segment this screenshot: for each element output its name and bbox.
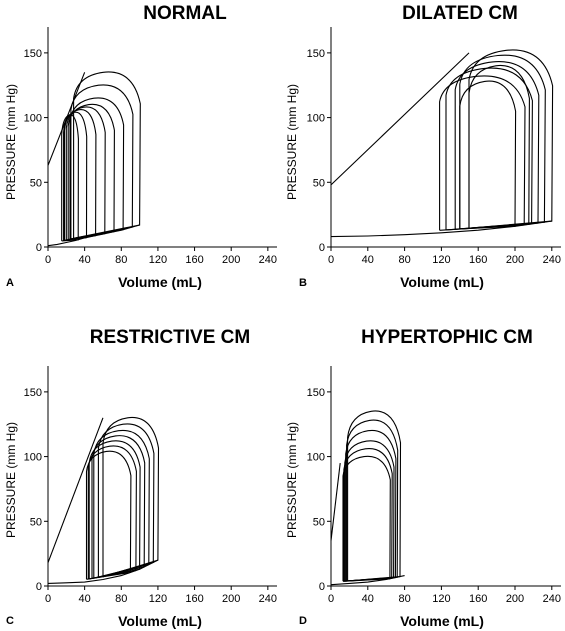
- panel-title: DILATED CM: [402, 3, 518, 24]
- pv-loop: [70, 84, 134, 240]
- pv-loop: [73, 71, 141, 239]
- x-tick-label: 40: [79, 593, 91, 605]
- x-tick-label: 160: [469, 254, 487, 266]
- pv-loop: [61, 114, 79, 242]
- pv-loop: [347, 410, 402, 582]
- x-tick-label: 160: [185, 593, 203, 605]
- y-tick-label: 50: [313, 177, 325, 189]
- y-tick-label: 0: [319, 242, 325, 254]
- x-tick-label: 40: [362, 254, 374, 266]
- y-tick-label: 100: [24, 452, 42, 464]
- x-tick-label: 0: [45, 254, 51, 266]
- y-tick-label: 150: [307, 387, 325, 399]
- y-tick-label: 50: [313, 516, 325, 528]
- x-tick-label: 80: [115, 254, 127, 266]
- x-tick-label: 160: [185, 254, 203, 266]
- panel-title: RESTRICTIVE CM: [90, 327, 250, 348]
- x-axis-label: Volume (mL): [118, 613, 202, 629]
- x-tick-label: 120: [432, 593, 450, 605]
- panel-letter: C: [6, 615, 14, 627]
- x-axis-label: Volume (mL): [400, 274, 484, 290]
- x-tick-label: 120: [149, 254, 167, 266]
- panel-b: DILATED CM PRESSURE (mm Hg) Volume (mL) …: [285, 3, 561, 290]
- pv-loop: [88, 440, 141, 580]
- pv-loop: [85, 450, 132, 580]
- x-tick-label: 80: [115, 593, 127, 605]
- pv-loop: [468, 64, 530, 229]
- pv-loop: [63, 111, 88, 242]
- x-tick-label: 200: [222, 254, 240, 266]
- y-tick-label: 50: [30, 516, 42, 528]
- pv-loop: [102, 416, 160, 578]
- pv-loop: [342, 455, 391, 582]
- y-axis-label: PRESSURE (mm Hg): [4, 422, 18, 538]
- panel-c: RESTRICTIVE CM PRESSURE (mm Hg) Volume (…: [4, 327, 277, 629]
- y-tick-label: 0: [319, 581, 325, 593]
- pv-loop: [346, 419, 399, 582]
- y-tick-label: 0: [36, 242, 42, 254]
- x-tick-label: 200: [222, 593, 240, 605]
- x-tick-label: 0: [328, 593, 334, 605]
- pv-loop: [439, 75, 526, 231]
- pv-loop: [63, 109, 97, 241]
- x-tick-label: 200: [506, 593, 524, 605]
- x-tick-label: 0: [45, 593, 51, 605]
- x-tick-label: 80: [398, 254, 410, 266]
- x-tick-label: 40: [362, 593, 374, 605]
- pv-loop: [65, 106, 106, 241]
- espvr-line: [330, 462, 341, 541]
- plot-area: 0 50 100 150 0 40 80 120 160 200 240: [24, 27, 277, 266]
- pv-loop: [445, 67, 533, 231]
- panel-title: NORMAL: [143, 3, 227, 24]
- y-tick-label: 100: [24, 113, 42, 125]
- plot-area: 0 50 100 150 0 40 80 120 160 200 240: [24, 366, 277, 605]
- x-tick-label: 200: [506, 254, 524, 266]
- y-tick-label: 50: [30, 177, 42, 189]
- x-tick-label: 160: [469, 593, 487, 605]
- y-tick-label: 150: [24, 387, 42, 399]
- pv-loop: [454, 61, 540, 230]
- x-tick-label: 40: [79, 254, 91, 266]
- panel-letter: D: [299, 615, 307, 627]
- panel-a: NORMAL PRESSURE (mm Hg) Volume (mL) A 0 5…: [4, 3, 277, 290]
- y-tick-label: 0: [36, 581, 42, 593]
- x-tick-label: 240: [543, 593, 561, 605]
- espvr-line: [330, 52, 470, 186]
- panel-letter: A: [6, 277, 14, 289]
- x-axis-label: Volume (mL): [400, 613, 484, 629]
- y-tick-label: 100: [307, 452, 325, 464]
- x-tick-label: 120: [149, 593, 167, 605]
- panel-title: HYPERTOPHIC CM: [361, 327, 533, 348]
- y-tick-label: 150: [24, 48, 42, 60]
- pv-loop: [468, 49, 554, 229]
- y-tick-label: 150: [307, 48, 325, 60]
- plot-area: 0 50 100 150 0 40 80 120 160 200 240: [307, 27, 561, 266]
- pv-loop: [93, 429, 150, 579]
- pv-loop: [67, 103, 115, 241]
- x-axis-label: Volume (mL): [118, 274, 202, 290]
- pv-loop: [345, 429, 397, 582]
- panel-letter: B: [299, 277, 307, 289]
- x-tick-label: 240: [543, 254, 561, 266]
- panel-d: HYPERTOPHIC CM PRESSURE (mm Hg) Volume (…: [285, 327, 561, 629]
- y-axis-label: PRESSURE (mm Hg): [285, 84, 299, 200]
- espvr-line: [47, 417, 104, 563]
- pv-loop: [344, 440, 395, 582]
- x-tick-label: 120: [432, 254, 450, 266]
- x-tick-label: 240: [259, 254, 277, 266]
- y-axis-label: PRESSURE (mm Hg): [285, 422, 299, 538]
- pv-loop: [343, 448, 393, 582]
- y-tick-label: 100: [307, 113, 325, 125]
- x-tick-label: 0: [328, 254, 334, 266]
- pv-loop: [97, 423, 155, 579]
- x-tick-label: 80: [398, 593, 410, 605]
- plot-area: 0 50 100 150 0 40 80 120 160 200 240: [307, 366, 561, 605]
- x-tick-label: 240: [259, 593, 277, 605]
- pv-loop: [87, 445, 137, 580]
- pv-loop: [459, 80, 517, 230]
- y-axis-label: PRESSURE (mm Hg): [4, 84, 18, 200]
